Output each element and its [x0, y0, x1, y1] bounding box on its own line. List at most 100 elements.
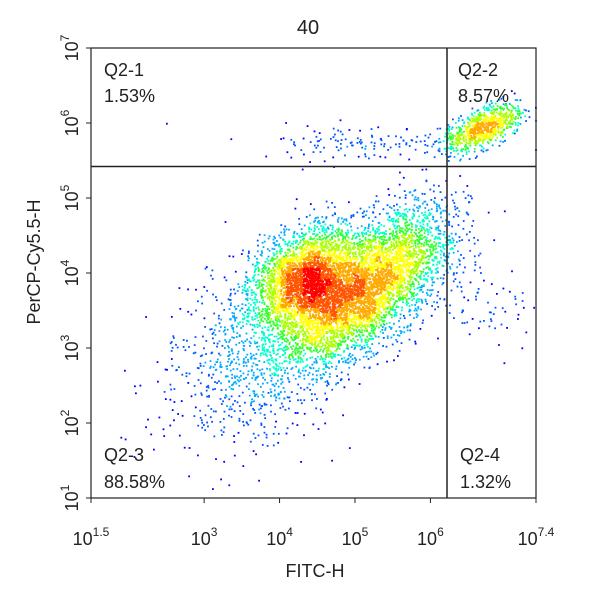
event-point	[400, 286, 403, 289]
event-point	[258, 285, 261, 288]
event-point	[414, 244, 417, 247]
event-point	[426, 228, 428, 230]
event-point	[301, 344, 304, 347]
event-point	[325, 216, 328, 219]
event-point	[380, 224, 383, 226]
event-point	[331, 345, 333, 348]
event-point	[514, 107, 517, 109]
event-point	[494, 102, 497, 105]
event-point	[470, 112, 473, 115]
event-point	[324, 245, 327, 247]
event-point	[296, 424, 299, 426]
event-point	[369, 231, 372, 234]
event-point	[413, 204, 416, 207]
event-point	[367, 227, 370, 230]
event-point	[452, 241, 455, 244]
event-point	[272, 252, 275, 255]
event-point	[213, 329, 216, 331]
event-point	[415, 312, 418, 315]
event-point	[265, 312, 267, 315]
event-point	[295, 365, 297, 368]
event-point	[394, 311, 397, 314]
event-point	[431, 145, 433, 148]
event-point	[386, 289, 389, 292]
event-point	[426, 303, 428, 305]
event-point	[291, 333, 293, 336]
event-point	[280, 382, 283, 385]
event-point	[271, 247, 274, 250]
event-point	[499, 116, 502, 119]
event-point	[274, 413, 276, 416]
event-point	[281, 362, 284, 365]
event-point	[387, 149, 389, 151]
event-point	[259, 386, 262, 388]
event-point	[406, 221, 408, 223]
event-point	[235, 325, 238, 328]
event-point	[339, 334, 342, 336]
event-point	[266, 317, 269, 320]
event-point	[497, 112, 500, 115]
event-point	[375, 325, 378, 328]
event-point	[242, 413, 245, 415]
event-point	[307, 241, 310, 244]
event-point	[280, 336, 282, 338]
event-point	[205, 266, 208, 268]
event-point	[398, 289, 401, 292]
event-point	[169, 342, 172, 345]
event-point	[238, 395, 241, 397]
event-point	[272, 328, 274, 330]
event-point	[314, 343, 316, 346]
event-point	[486, 135, 489, 137]
event-point	[375, 316, 378, 319]
event-point	[465, 139, 468, 142]
event-point	[342, 239, 344, 241]
event-point	[465, 141, 468, 144]
event-point	[363, 347, 366, 349]
event-point	[251, 318, 254, 321]
event-point	[449, 267, 452, 270]
event-point	[316, 348, 318, 351]
event-point	[300, 321, 302, 324]
event-point	[288, 258, 290, 261]
event-point	[292, 235, 295, 237]
event-point	[407, 256, 410, 259]
event-point	[332, 136, 335, 138]
event-point	[275, 265, 277, 268]
event-point	[296, 350, 299, 352]
event-point	[326, 339, 329, 342]
event-point	[316, 226, 319, 228]
event-point	[333, 332, 336, 335]
event-point	[324, 223, 327, 226]
event-point	[238, 419, 241, 422]
event-point	[373, 206, 376, 209]
event-point	[424, 216, 426, 219]
event-point	[338, 255, 341, 257]
event-point	[234, 400, 236, 402]
event-point	[257, 395, 259, 398]
event-point	[263, 264, 266, 267]
event-point	[449, 266, 451, 268]
event-point	[403, 331, 406, 334]
event-point	[320, 355, 322, 358]
event-point	[314, 332, 317, 335]
event-point	[491, 135, 494, 138]
event-point	[368, 325, 371, 328]
event-point	[358, 383, 361, 385]
event-point	[348, 332, 351, 334]
event-point	[359, 139, 362, 141]
event-point	[323, 347, 326, 350]
event-point	[284, 314, 287, 316]
event-point	[410, 261, 413, 264]
event-point	[263, 346, 266, 349]
event-point	[294, 323, 297, 326]
event-point	[483, 108, 486, 111]
event-point	[370, 338, 373, 340]
event-point	[355, 329, 358, 332]
event-point	[291, 254, 294, 257]
event-point	[468, 231, 471, 233]
event-point	[454, 141, 457, 144]
event-point	[449, 304, 451, 307]
event-point	[334, 230, 337, 233]
event-point	[332, 156, 335, 159]
event-point	[430, 289, 433, 292]
